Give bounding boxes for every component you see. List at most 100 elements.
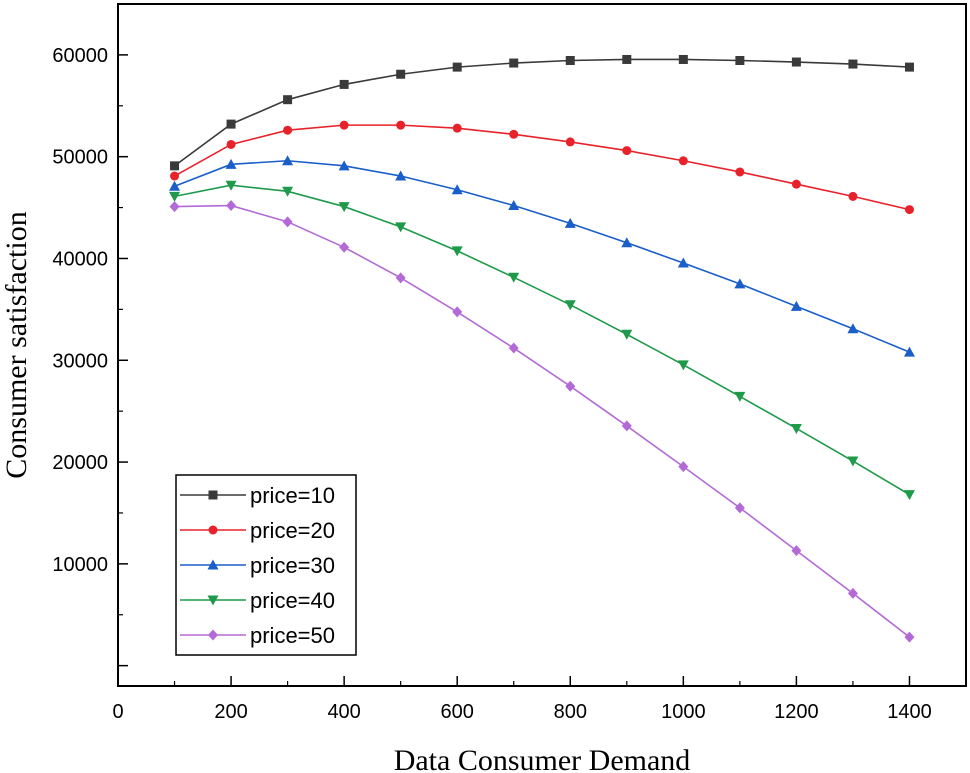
data-point <box>282 155 294 166</box>
data-point <box>338 202 350 213</box>
data-point <box>734 391 746 402</box>
legend-label: price=10 <box>250 483 335 508</box>
series-line <box>174 58 910 167</box>
data-point <box>395 170 407 181</box>
data-point <box>790 423 802 434</box>
data-point <box>903 346 915 357</box>
series-price-40 <box>169 180 915 501</box>
data-point <box>339 79 349 89</box>
legend-item: price=30 <box>180 553 335 578</box>
data-point <box>847 323 859 334</box>
series-line <box>174 159 910 353</box>
data-point <box>790 300 802 311</box>
data-point <box>508 272 520 283</box>
y-tick-label: 50000 <box>52 147 108 169</box>
data-point <box>678 461 689 473</box>
data-point <box>451 246 463 257</box>
data-point <box>677 257 689 268</box>
x-tick-label: 400 <box>327 701 360 723</box>
legend-label: price=30 <box>250 553 335 578</box>
data-point <box>622 146 632 156</box>
x-tick-label: 1200 <box>774 701 819 723</box>
legend-item: price=50 <box>180 623 335 648</box>
data-point <box>565 55 575 65</box>
data-point <box>565 137 575 147</box>
data-point <box>226 119 236 129</box>
series-layer <box>169 54 915 643</box>
data-point <box>847 456 859 467</box>
data-point <box>169 191 181 202</box>
data-point <box>169 201 180 213</box>
y-tick-label: 40000 <box>52 248 108 270</box>
x-tick-label: 0 <box>112 701 123 723</box>
y-tick-label: 30000 <box>52 350 108 372</box>
x-tick-label: 1000 <box>661 701 706 723</box>
data-point <box>282 186 294 197</box>
data-point <box>564 217 576 228</box>
data-point <box>678 54 688 64</box>
data-point <box>339 120 349 130</box>
data-point <box>226 200 237 212</box>
data-point <box>396 69 406 79</box>
data-point <box>791 57 801 67</box>
data-point <box>226 139 236 149</box>
data-point <box>564 300 576 311</box>
series-line <box>174 124 910 211</box>
data-point <box>735 55 745 65</box>
series-price-50 <box>169 200 915 643</box>
data-point <box>283 95 293 105</box>
data-point <box>396 120 406 130</box>
legend-label: price=40 <box>250 588 335 613</box>
data-point <box>791 179 801 189</box>
data-point <box>170 161 180 171</box>
data-point <box>847 587 858 599</box>
legend: price=10 price=20 price=30 price=40 price=50 <box>175 474 357 656</box>
data-point <box>170 171 180 181</box>
data-point <box>283 125 293 135</box>
data-point <box>735 167 745 177</box>
data-point <box>509 129 519 139</box>
data-point <box>904 631 915 643</box>
x-tick-label: 200 <box>214 701 247 723</box>
data-point <box>508 200 520 211</box>
legend-label: price=20 <box>250 518 335 543</box>
series-line <box>174 204 910 638</box>
y-axis-title: Consumer satisfaction <box>0 211 33 478</box>
x-axis-ticks: 0 200 400 600 800 1000 1200 1400 <box>112 676 967 723</box>
x-tick-label: 800 <box>554 701 587 723</box>
data-point <box>622 54 632 64</box>
plot-area-frame <box>117 3 967 687</box>
data-point <box>338 160 350 171</box>
y-tick-label: 10000 <box>52 554 108 576</box>
data-point <box>678 156 688 166</box>
legend-item: price=10 <box>180 483 335 508</box>
legend-marker <box>207 595 219 606</box>
data-point <box>452 62 462 72</box>
data-point <box>621 237 633 248</box>
data-point <box>904 62 914 72</box>
data-point <box>734 278 746 289</box>
y-axis-ticks: 10000 20000 30000 40000 50000 60000 <box>52 3 128 667</box>
x-axis-title: Data Consumer Demand <box>394 744 691 773</box>
data-point <box>508 342 519 354</box>
data-point <box>395 222 407 233</box>
legend-marker <box>208 629 218 641</box>
data-point <box>903 490 915 501</box>
series-price-30 <box>169 155 915 357</box>
data-point <box>791 545 802 557</box>
data-point <box>734 502 745 514</box>
series-price-20 <box>170 120 914 215</box>
legend-item: price=40 <box>180 588 335 613</box>
data-point <box>225 158 237 169</box>
y-tick-label: 60000 <box>52 45 108 67</box>
legend-marker <box>208 525 218 535</box>
data-point <box>282 216 293 228</box>
legend-label: price=50 <box>250 623 335 648</box>
data-point <box>169 180 181 191</box>
legend-marker <box>208 490 218 500</box>
data-point <box>339 241 350 253</box>
series-line <box>174 184 910 496</box>
data-point <box>509 58 519 68</box>
series-price-10 <box>170 54 914 171</box>
